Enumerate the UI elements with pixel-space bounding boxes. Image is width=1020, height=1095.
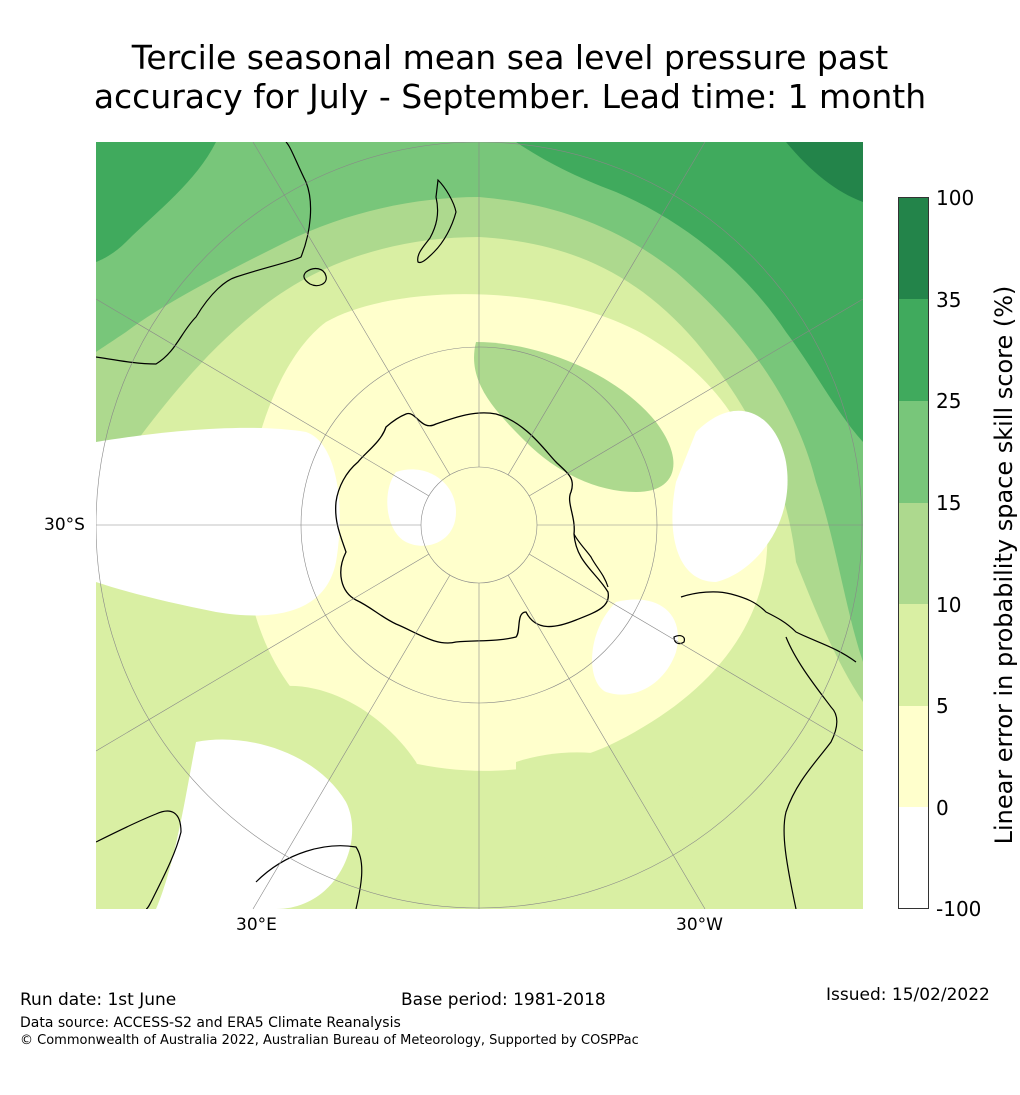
colorbar-tick-25: 25: [936, 389, 962, 413]
colorbar-bin-25-35: [899, 299, 928, 401]
title-line-1: Tercile seasonal mean sea level pressure…: [131, 38, 889, 77]
south-america-outline: [680, 591, 857, 909]
polar-map: [96, 142, 863, 909]
run-date: Run date: 1st June: [20, 990, 177, 1010]
field-band-25-35-west: [96, 142, 216, 262]
field-negative-west: [96, 427, 340, 616]
madagascar-outline: [255, 845, 363, 909]
field-negative-center: [387, 469, 456, 546]
colorbar-bin-5-10: [899, 604, 928, 706]
colorbar-tick-5: 5: [936, 694, 949, 718]
africa-outline: [96, 810, 182, 909]
antarctica-outline: [335, 412, 609, 644]
colorbar-bin-15-25: [899, 401, 928, 503]
colorbar-label: Linear error in probability space skill …: [990, 285, 1018, 845]
lat-label-30s: 30°S: [44, 515, 85, 535]
title-line-2: accuracy for July - September. Lead time…: [93, 77, 927, 116]
field-patch-3: [516, 752, 702, 882]
colorbar-bin-0-5: [899, 706, 928, 807]
colorbar-tick-15: 15: [936, 491, 962, 515]
falkland-islands-outline: [673, 635, 685, 645]
data-source: Data source: ACCESS-S2 and ERA5 Climate …: [20, 1015, 401, 1031]
colorbar-tick-10: 10: [936, 593, 962, 617]
australia-outline: [96, 142, 312, 365]
field-band-25-35: [516, 142, 863, 442]
colorbar-tick-35: 35: [936, 288, 962, 312]
new-zealand-outline: [417, 178, 457, 264]
colorbar-bin-10-15: [899, 503, 928, 604]
field-band-10-15-north: [96, 142, 863, 702]
antarctic-peninsula: [573, 533, 609, 588]
field-negative-east: [672, 410, 788, 582]
copyright: © Commonwealth of Australia 2022, Austra…: [20, 1033, 639, 1048]
colorbar-bin-neg100-0: [899, 807, 928, 908]
colorbar-tick-0: 0: [936, 796, 949, 820]
lon-label-30e: 30°E: [236, 915, 277, 935]
field-band-35-100: [786, 142, 863, 202]
field-negative-southwest: [156, 739, 353, 909]
field-negative-southeast: [592, 599, 678, 695]
colorbar-bin-35-100: [899, 198, 928, 299]
polar-map-svg: [96, 142, 863, 909]
lon-label-30w: 30°W: [676, 915, 723, 935]
field-patch-1: [474, 342, 674, 492]
tasmania-outline: [303, 267, 327, 287]
colorbar-tick-neg100: -100: [936, 897, 982, 921]
graticule-meridians: [96, 142, 863, 909]
map-title: Tercile seasonal mean sea level pressure…: [0, 38, 1020, 116]
issued-date: Issued: 15/02/2022: [826, 985, 990, 1005]
colorbar: [898, 197, 929, 909]
base-period: Base period: 1981-2018: [401, 990, 606, 1010]
colorbar-tick-100: 100: [936, 186, 975, 210]
